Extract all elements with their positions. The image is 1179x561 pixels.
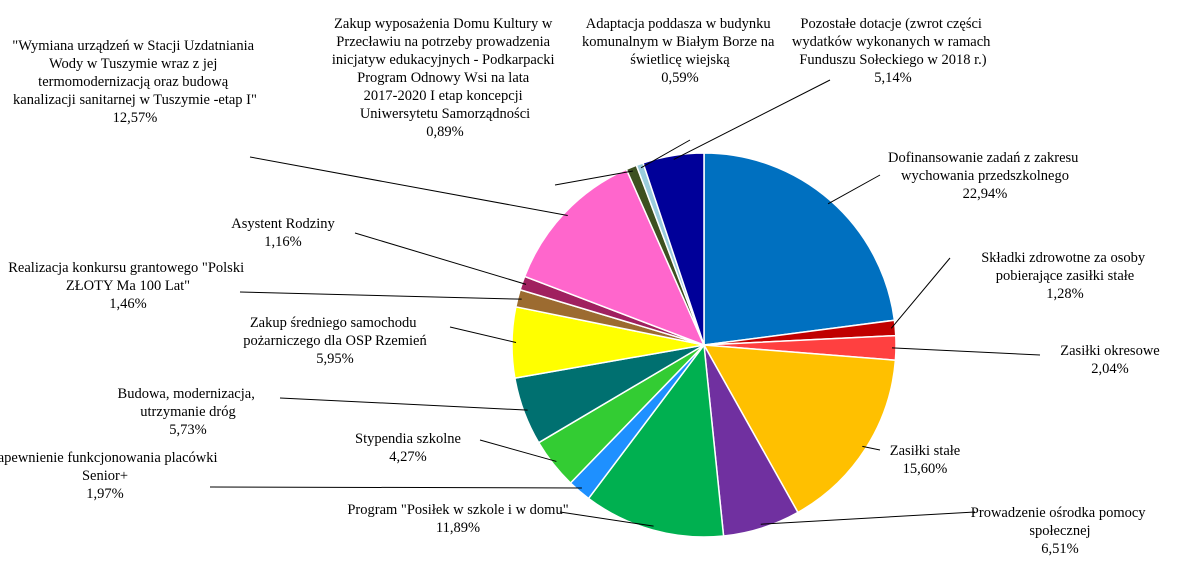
value-label: 5,14% (874, 70, 911, 86)
slice-label: Program "Posiłek w szkole i w domu" (347, 502, 568, 518)
value-label: 5,73% (169, 422, 206, 438)
value-label: 1,16% (264, 234, 301, 250)
leader-line (554, 170, 633, 186)
leader-line (449, 326, 517, 343)
value-label: 4,27% (389, 449, 426, 465)
pie-slice (642, 152, 705, 346)
value-label: 11,89% (436, 520, 480, 536)
slice-label: Dofinansowanie zadań z zakresu wychowani… (888, 150, 1082, 184)
leader-line (479, 439, 557, 462)
leader-line (760, 511, 976, 525)
leader-line (279, 397, 528, 411)
slice-label: Adaptacja poddasza w budynku komunalnym … (582, 16, 778, 68)
slice-label: Zasiłki okresowe (1060, 343, 1159, 359)
leader-line (249, 156, 568, 216)
leader-line (640, 139, 691, 169)
slice-label: Asystent Rodziny (231, 216, 335, 232)
value-label: 0,89% (426, 124, 463, 140)
leader-line (891, 347, 1041, 356)
leader-line (559, 511, 654, 527)
leader-line (673, 79, 831, 160)
leader-line (890, 257, 951, 329)
slice-label: Stypendia szkolne (355, 431, 461, 447)
value-label: 6,51% (1041, 541, 1078, 557)
pie-slice (587, 343, 725, 538)
slice-label: Realizacja konkursu grantowego "Polski Z… (8, 260, 247, 294)
leader-line (209, 486, 582, 489)
slice-label: Zapewnienie funkcjonowania placówki Seni… (0, 450, 221, 484)
value-label: 5,95% (316, 351, 353, 367)
slice-label: Pozostałe dotacje (zwrot części wydatków… (792, 16, 994, 68)
value-label: 1,46% (109, 296, 146, 312)
slice-label: Składki zdrowotne za osoby pobierające z… (981, 250, 1149, 284)
leader-line (354, 232, 527, 285)
leader-line (239, 291, 522, 300)
pie-slice (702, 344, 897, 514)
value-label: 1,28% (1046, 286, 1083, 302)
value-label: 2,04% (1091, 361, 1128, 377)
value-label: 1,97% (86, 486, 123, 502)
value-label: 15,60% (903, 461, 948, 477)
pie-slice (703, 152, 896, 346)
slice-label: Zakup średniego samochodu pożarniczego d… (243, 315, 427, 349)
leader-line (827, 174, 881, 205)
slice-label: Zakup wyposażenia Domu Kultury w Przecła… (332, 16, 558, 122)
value-label: 0,59% (661, 70, 698, 86)
value-label: 22,94% (963, 186, 1008, 202)
leader-line (862, 445, 881, 451)
slice-label: Budowa, modernizacja, utrzymanie dróg (118, 386, 259, 420)
value-label: 12,57% (113, 110, 158, 126)
slice-label: Zasiłki stałe (890, 443, 960, 459)
slice-label: "Wymiana urządzeń w Stacji Uzdatniania W… (12, 38, 257, 108)
slice-label: Prowadzenie ośrodka pomocy społecznej (971, 505, 1149, 539)
